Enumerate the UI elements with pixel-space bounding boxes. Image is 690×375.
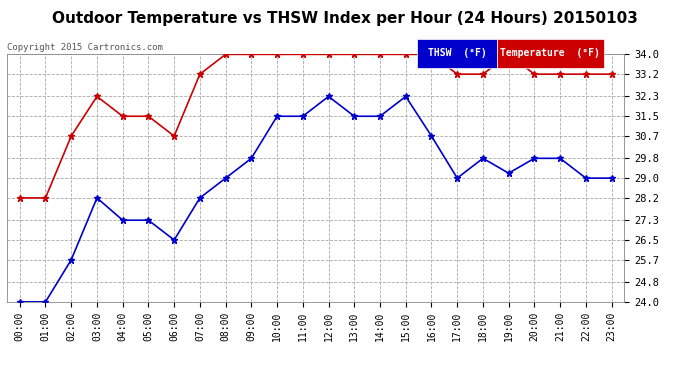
- Text: Outdoor Temperature vs THSW Index per Hour (24 Hours) 20150103: Outdoor Temperature vs THSW Index per Ho…: [52, 11, 638, 26]
- Text: THSW  (°F): THSW (°F): [428, 48, 486, 58]
- Text: Copyright 2015 Cartronics.com: Copyright 2015 Cartronics.com: [7, 43, 163, 52]
- Text: Temperature  (°F): Temperature (°F): [500, 48, 600, 58]
